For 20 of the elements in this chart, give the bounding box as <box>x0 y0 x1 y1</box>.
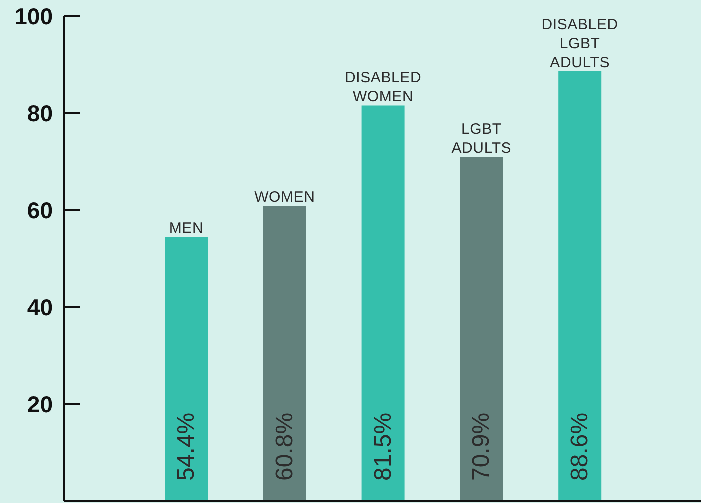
data-label: 88.6% <box>566 412 594 481</box>
x-tick-label: WOMEN <box>254 189 316 206</box>
x-tick-label: DISABLED LGBT ADULTS <box>542 16 618 72</box>
x-tick-label: LGBT ADULTS <box>452 121 512 158</box>
y-tick-label: 40 <box>27 294 53 320</box>
y-tick-label: 60 <box>27 197 53 224</box>
bar <box>263 206 306 501</box>
bar <box>362 106 405 501</box>
data-label: 60.8% <box>271 412 298 481</box>
x-tick-label: MEN <box>169 220 204 238</box>
bar <box>558 71 602 501</box>
data-label: 70.9% <box>468 412 496 481</box>
x-tick-label: DISABLED WOMEN <box>344 70 422 106</box>
data-label: 54.4% <box>173 412 200 481</box>
bar <box>165 237 208 501</box>
bar <box>460 157 504 501</box>
y-tick-label: 20 <box>27 391 53 418</box>
y-tick-label: 100 <box>14 3 53 30</box>
y-tick-label: 80 <box>27 100 53 126</box>
data-label: 81.5% <box>370 412 397 481</box>
